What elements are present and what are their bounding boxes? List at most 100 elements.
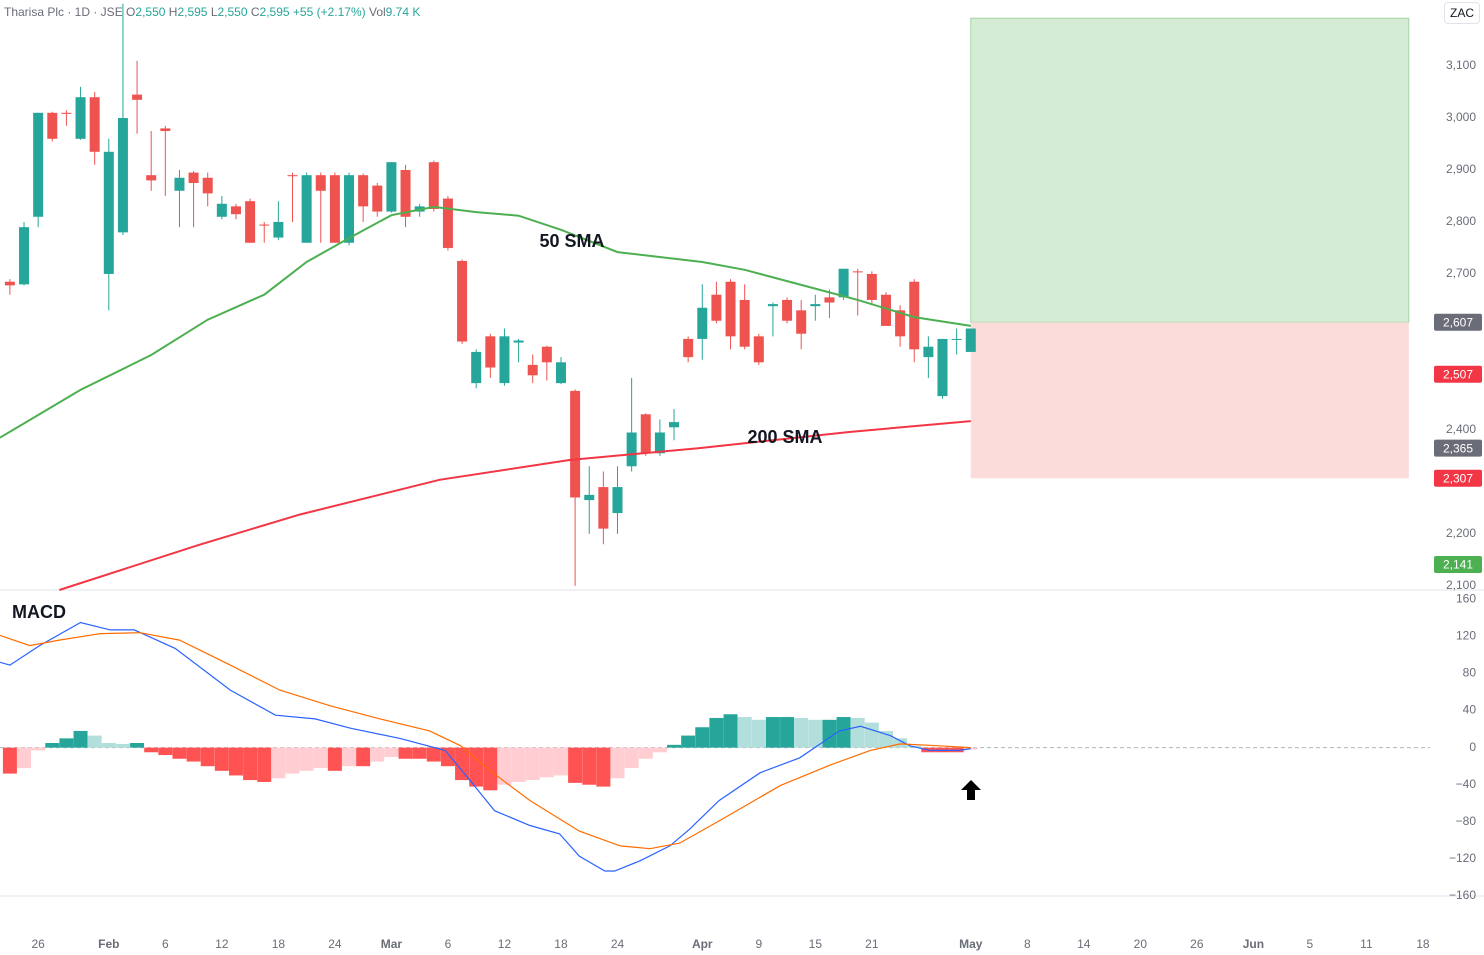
line-annotation: 50 SMA <box>540 231 605 251</box>
change: +55 (+2.17%) <box>292 5 366 19</box>
candle-body <box>739 299 750 347</box>
x-tick-label: Feb <box>98 937 119 951</box>
histogram-bar <box>794 717 809 748</box>
price-badge-label: 2,607 <box>1443 315 1473 329</box>
macd-title: MACD <box>12 602 66 622</box>
line-annotation: 200 SMA <box>747 427 822 447</box>
price-badge <box>1434 365 1482 383</box>
candle-body <box>245 201 256 243</box>
candle-body <box>146 175 157 181</box>
histogram-bar <box>836 717 851 748</box>
histogram-bar <box>455 747 470 781</box>
histogram-bar <box>469 747 484 787</box>
candle-body <box>570 390 581 498</box>
histogram-bar <box>299 747 314 771</box>
price-badge-label: 2,507 <box>1443 367 1473 381</box>
key: C <box>250 5 260 19</box>
ohlc: O2,550 H2,595 L2,550 C2,595 +55 (+2.17%)… <box>126 5 420 19</box>
value: 2,595 <box>177 5 208 19</box>
candle-body <box>555 362 566 384</box>
candle-body <box>103 151 114 274</box>
candle-body <box>117 118 128 233</box>
candle-body <box>33 112 44 217</box>
histogram-bar <box>73 730 88 748</box>
candle-body <box>47 112 58 139</box>
currency-button[interactable]: ZAC <box>1444 2 1480 24</box>
histogram-bar <box>130 743 145 748</box>
candle-body <box>61 112 72 114</box>
y-tick-label: 2,200 <box>1446 526 1476 540</box>
y-tick-label: 2,900 <box>1446 162 1476 176</box>
candle-body <box>513 340 524 343</box>
candle-body <box>527 364 538 376</box>
price-badge-label: 2,141 <box>1443 558 1473 572</box>
x-tick-label: 15 <box>809 937 823 951</box>
loss-zone <box>970 322 1409 479</box>
candle-body <box>4 281 15 286</box>
histogram-bar <box>709 717 724 748</box>
histogram-bar <box>356 747 371 767</box>
candle-body <box>485 336 496 368</box>
x-tick-label: 9 <box>755 937 762 951</box>
candle-body <box>937 338 948 397</box>
y-tick-label: 0 <box>1469 740 1476 754</box>
histogram-bar <box>59 738 74 748</box>
price-badge <box>1434 556 1482 574</box>
histogram-bar <box>681 735 696 748</box>
histogram-bar <box>31 747 46 751</box>
y-tick-label: 120 <box>1456 629 1476 643</box>
price-badge <box>1434 313 1482 331</box>
histogram-bar <box>144 747 159 753</box>
candle-body <box>810 304 821 307</box>
histogram-bar <box>101 743 116 748</box>
histogram-bar <box>313 747 328 769</box>
line <box>0 621 971 872</box>
x-tick-label: 11 <box>1360 937 1373 951</box>
candle-body <box>301 175 312 243</box>
histogram-bar <box>327 747 342 771</box>
histogram-bar <box>426 747 441 762</box>
candle-body <box>626 432 637 467</box>
candle-body <box>386 162 397 212</box>
line <box>0 632 971 850</box>
key: H <box>168 5 178 19</box>
key: Vol <box>368 5 386 19</box>
candle-body <box>640 414 651 454</box>
candle-body <box>202 177 213 194</box>
candle-body <box>188 172 199 183</box>
volume: 9.74 K <box>385 5 421 19</box>
candle-body <box>697 307 708 339</box>
histogram-bar <box>624 747 639 769</box>
histogram-bar <box>864 722 879 748</box>
y-tick-label: 3,000 <box>1446 110 1476 124</box>
x-tick-label: 18 <box>554 937 568 951</box>
candle-body <box>923 346 934 358</box>
histogram-bar <box>172 747 187 759</box>
histogram-bar <box>539 747 554 778</box>
x-tick-label: 24 <box>328 937 342 951</box>
histogram-bar <box>596 747 611 787</box>
candle-body <box>230 206 241 215</box>
histogram-bar <box>158 747 173 756</box>
x-tick-label: Apr <box>692 937 713 951</box>
histogram-bar <box>243 747 258 781</box>
x-tick-label: 21 <box>865 937 879 951</box>
histogram-bar <box>115 743 130 748</box>
candle-body <box>457 260 468 342</box>
candle-body <box>160 128 171 131</box>
x-tick-label: 8 <box>1024 937 1031 951</box>
candle-body <box>273 221 284 238</box>
x-tick-label: 26 <box>31 937 45 951</box>
histogram-bar <box>87 735 102 748</box>
histogram-bar <box>582 747 597 785</box>
candle-body <box>174 177 185 191</box>
histogram-bar <box>412 747 427 759</box>
candle-body <box>654 432 665 454</box>
x-tick-label: 26 <box>1190 937 1204 951</box>
y-tick-label: −80 <box>1456 814 1477 828</box>
candle-body <box>541 346 552 363</box>
candle-body <box>909 281 920 350</box>
histogram-bar <box>808 719 823 748</box>
x-tick-label: 18 <box>272 937 286 951</box>
x-tick-label: 5 <box>1307 937 1314 951</box>
